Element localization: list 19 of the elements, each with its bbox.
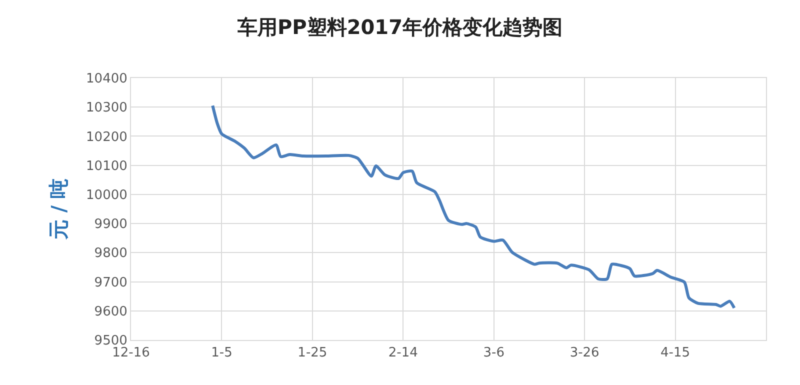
y-tick-label: 9600 [94, 304, 128, 320]
x-tick-label: 1-25 [298, 346, 328, 361]
x-tick-label: 3-6 [483, 346, 504, 361]
y-tick-label: 10200 [86, 130, 128, 145]
x-tick-label: 3-26 [570, 346, 600, 361]
line-series [211, 104, 736, 310]
y-tick-label: 10100 [86, 158, 128, 174]
y-tick-label: 10000 [86, 188, 128, 203]
y-tick-label: 9700 [94, 275, 128, 290]
x-tick-label: 2-14 [388, 346, 418, 361]
x-tick-label: 4-15 [660, 346, 690, 361]
y-tick-label: 10400 [86, 72, 128, 87]
x-tick-label: 12-16 [112, 346, 150, 361]
y-tick-label: 9900 [94, 217, 128, 232]
y-tick-label: 9800 [94, 246, 128, 262]
y-axis-title: 元 / 吨 [46, 178, 71, 241]
x-tick-label: 1-5 [211, 346, 232, 361]
y-tick-label: 10300 [86, 100, 128, 116]
chart-title: 车用PP塑料2017年价格变化趋势图 [236, 14, 562, 39]
